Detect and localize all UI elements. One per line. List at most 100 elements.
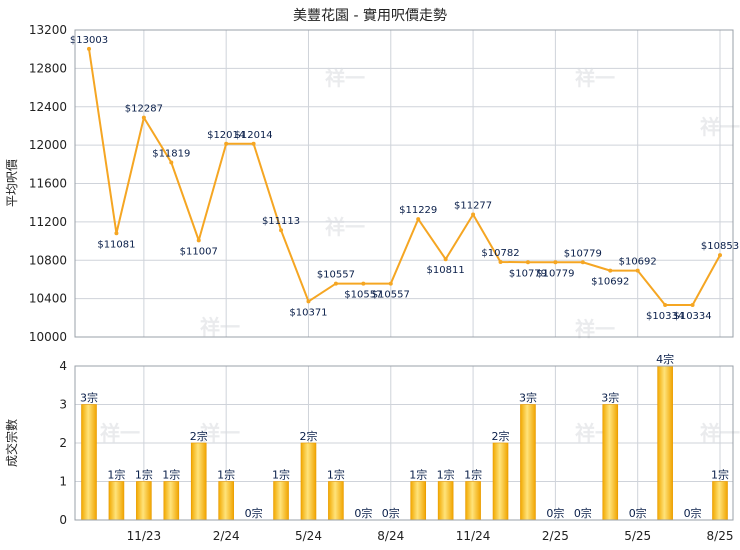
price-point [114, 231, 119, 236]
volume-bar-label: 1宗 [135, 468, 153, 482]
price-point [388, 281, 393, 286]
price-plot-frame [74, 29, 734, 338]
volume-bar [108, 481, 125, 521]
x-tick-label: 11/23 [127, 529, 162, 543]
volume-bar [190, 442, 207, 521]
price-point [580, 260, 585, 265]
price-point-label: $10779 [536, 268, 574, 279]
price-y-tick-label: 12800 [29, 61, 67, 75]
volume-y-tick-label: 3 [59, 398, 67, 412]
price-line-series [87, 46, 722, 307]
price-point [443, 257, 448, 262]
data-labels: 3宗 1宗 1宗 1宗 2宗 1宗 0宗 1宗 2宗 1宗 0宗 0宗 1宗 1宗 1宗 2宗 3宗 0宗 0宗 3宗… [70, 35, 739, 520]
volume-bar [520, 404, 536, 521]
price-point-label: $10853 [701, 241, 739, 252]
volume-bar-label: 2宗 [190, 429, 208, 443]
volume-bar [492, 442, 509, 521]
price-y-tick-label: 10400 [29, 292, 67, 306]
volume-bar [218, 481, 234, 521]
volume-plot-frame [74, 365, 734, 521]
price-y-tick-label: 10000 [29, 330, 67, 344]
volume-bar-label: 0宗 [546, 506, 564, 520]
volume-bar-label: 1宗 [107, 468, 125, 482]
price-point [87, 46, 91, 51]
volume-bar-label: 1宗 [464, 468, 482, 482]
x-tick-label: 11/24 [456, 529, 491, 543]
watermark-text: 祥一 [325, 215, 365, 239]
axes: 10000 10400 10800 11200 11600 12000 12400 12800… [29, 23, 734, 543]
price-y-tick-label: 12000 [29, 138, 67, 152]
price-point [690, 302, 695, 307]
volume-bar-label: 3宗 [601, 391, 619, 405]
volume-bar-label: 1宗 [437, 468, 455, 482]
price-point [333, 281, 338, 286]
volume-bar [657, 365, 673, 521]
price-point-label: $10779 [564, 248, 602, 259]
volume-bar [273, 481, 289, 521]
price-axis-label: 平均呎價 [5, 159, 19, 207]
price-point-label: $11277 [454, 200, 492, 211]
volume-bar-label: 2宗 [492, 429, 510, 443]
price-point [471, 212, 476, 217]
price-y-tick-label: 12400 [29, 100, 67, 114]
volume-bar [410, 481, 427, 521]
price-point [663, 302, 668, 307]
price-point-label: $10782 [481, 248, 519, 259]
volume-bar-label: 3宗 [519, 391, 537, 405]
price-point [718, 253, 722, 258]
volume-bar [81, 404, 97, 521]
volume-bar-label: 0宗 [574, 506, 592, 520]
price-point-label: $10334 [646, 311, 684, 322]
volume-bar-label: 1宗 [162, 468, 180, 482]
price-point-label: $11229 [399, 205, 437, 216]
volume-bars [81, 365, 728, 521]
price-y-tick-label: 10800 [29, 253, 67, 267]
price-point-label: $11113 [262, 216, 300, 227]
volume-bar-label: 1宗 [217, 468, 235, 482]
volume-y-tick-label: 0 [59, 513, 67, 527]
price-point-label: $10557 [372, 290, 410, 301]
watermark-text: 祥一 [200, 421, 240, 445]
price-y-tick-label: 13200 [29, 23, 67, 37]
volume-bar [437, 481, 454, 521]
price-y-tick-label: 11600 [29, 177, 67, 191]
volume-bar-label: 1宗 [409, 468, 427, 482]
volume-bar-label: 4宗 [656, 352, 674, 366]
price-point-label: $10692 [591, 277, 629, 288]
volume-bar [465, 481, 481, 521]
volume-bar [328, 481, 344, 521]
price-y-tick-label: 11200 [29, 215, 67, 229]
watermark-text: 祥一 [700, 421, 740, 445]
price-point [169, 160, 174, 165]
volume-bar-label: 1宗 [711, 468, 729, 482]
price-point [416, 217, 421, 222]
watermark-text: 祥一 [575, 66, 615, 90]
volume-bar-label: 1宗 [327, 468, 345, 482]
price-line [88, 48, 721, 306]
volume-bar [136, 481, 152, 521]
grid-lines [75, 29, 733, 521]
price-point [251, 141, 256, 146]
price-point-label: $10371 [289, 307, 327, 318]
x-tick-label: 2/25 [542, 529, 569, 543]
volume-axis-label: 成交宗數 [4, 419, 19, 467]
volume-bar-label: 0宗 [382, 506, 400, 520]
volume-bar-label: 0宗 [354, 506, 372, 520]
watermark-text: 祥一 [200, 315, 240, 339]
price-point [525, 260, 530, 265]
x-tick-label: 8/24 [377, 529, 404, 543]
price-point-label: $10811 [427, 265, 465, 276]
volume-bar [163, 481, 180, 521]
price-point [608, 268, 613, 273]
price-point-label: $10557 [317, 270, 355, 281]
volume-y-tick-label: 1 [59, 475, 67, 489]
price-point-label: $10557 [344, 290, 382, 301]
x-tick-label: 5/25 [624, 529, 651, 543]
volume-y-tick-label: 2 [59, 436, 67, 450]
price-point-label: $11081 [97, 239, 135, 250]
x-tick-label: 2/24 [213, 529, 240, 543]
volume-bar-label: 3宗 [80, 391, 98, 405]
watermark-text: 祥一 [700, 115, 740, 139]
